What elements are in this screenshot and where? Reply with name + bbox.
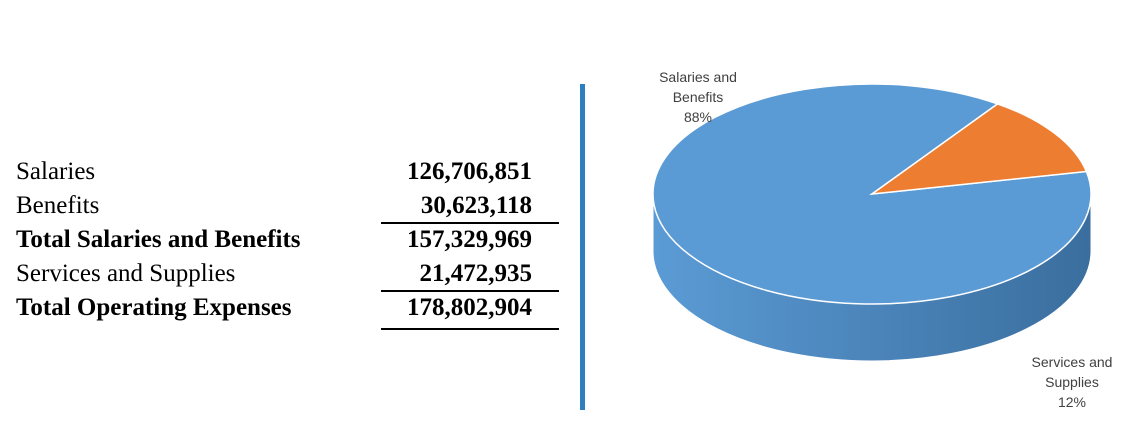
services-underline [381,290,559,292]
row-value: 30,623,118 [420,192,532,219]
benefits-underline [381,222,559,224]
pie-label-1: Services and Supplies 12% [1032,354,1113,410]
row-value: 21,472,935 [419,260,533,287]
table-row-total-salaries-benefits: Total Salaries and Benefits 157,329,969 [16,224,546,258]
table-row-benefits: Benefits 30,623,118 [16,190,546,224]
row-label: Salaries [16,158,96,185]
row-label: Total Salaries and Benefits [16,226,301,253]
row-label: Services and Supplies [16,260,236,287]
table-row-salaries: Salaries 126,706,851 [16,156,546,190]
total-underline [381,328,559,330]
row-label: Total Operating Expenses [16,294,292,321]
row-value: 178,802,904 [407,294,532,321]
pie-slice-1 [869,103,1088,196]
row-label: Benefits [16,192,100,219]
pie-label-0: Salaries and Benefits 88% [659,69,737,125]
row-value: 126,706,851 [407,158,532,185]
row-value: 157,329,969 [407,226,532,253]
pie-chart: Salaries and Benefits 88% Services and Suppl… [652,69,1113,410]
vertical-divider [580,84,585,410]
expense-table: Salaries 126,706,851 Benefits 30,623,118… [16,156,559,330]
table-row-services-supplies: Services and Supplies 21,472,935 [16,258,546,292]
table-row-total-operating: Total Operating Expenses 178,802,904 [16,292,546,326]
